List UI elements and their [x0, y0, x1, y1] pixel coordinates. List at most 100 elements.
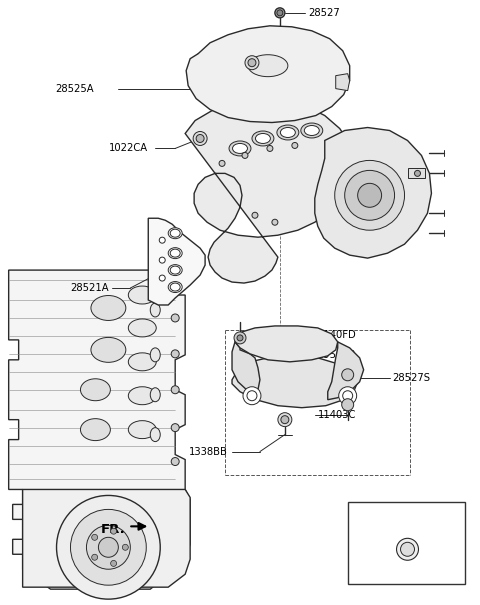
Ellipse shape	[128, 286, 156, 304]
Polygon shape	[315, 128, 432, 258]
Ellipse shape	[168, 264, 182, 276]
Circle shape	[339, 387, 357, 405]
Polygon shape	[9, 270, 190, 589]
FancyArrow shape	[128, 519, 146, 534]
Text: 28525A: 28525A	[56, 83, 94, 94]
Text: FR.: FR.	[100, 523, 125, 536]
Circle shape	[243, 387, 261, 405]
Circle shape	[345, 171, 395, 220]
Ellipse shape	[255, 134, 270, 143]
Polygon shape	[185, 100, 355, 283]
Circle shape	[110, 528, 117, 534]
Circle shape	[278, 413, 292, 427]
Circle shape	[245, 56, 259, 70]
Ellipse shape	[280, 128, 295, 137]
Circle shape	[171, 457, 179, 465]
Ellipse shape	[150, 303, 160, 317]
Ellipse shape	[170, 266, 180, 274]
Circle shape	[122, 544, 128, 551]
Ellipse shape	[91, 295, 126, 321]
Text: 28265: 28265	[318, 390, 349, 400]
Bar	[348, 502, 465, 584]
Ellipse shape	[304, 125, 319, 136]
Circle shape	[342, 399, 354, 411]
Text: 28527S: 28527S	[393, 373, 431, 383]
Ellipse shape	[150, 388, 160, 402]
Polygon shape	[328, 342, 364, 400]
Ellipse shape	[170, 229, 180, 237]
Circle shape	[57, 495, 160, 599]
Circle shape	[92, 534, 97, 540]
Ellipse shape	[248, 54, 288, 77]
Circle shape	[277, 10, 283, 16]
Circle shape	[248, 59, 256, 67]
Ellipse shape	[128, 319, 156, 337]
Ellipse shape	[81, 379, 110, 401]
Circle shape	[396, 538, 419, 560]
Circle shape	[342, 369, 354, 381]
Circle shape	[159, 257, 165, 263]
Ellipse shape	[229, 141, 251, 156]
Circle shape	[110, 560, 117, 566]
Text: 1140AA: 1140AA	[370, 505, 410, 514]
Circle shape	[272, 219, 278, 225]
Ellipse shape	[128, 387, 156, 405]
Text: 28510C: 28510C	[315, 171, 353, 180]
Bar	[408, 168, 425, 178]
Circle shape	[159, 275, 165, 281]
Circle shape	[400, 542, 415, 556]
Circle shape	[234, 332, 246, 344]
Text: 1140FD: 1140FD	[318, 330, 357, 340]
Circle shape	[71, 509, 146, 585]
Ellipse shape	[168, 247, 182, 258]
Circle shape	[171, 350, 179, 358]
Ellipse shape	[150, 348, 160, 362]
Text: 28521A: 28521A	[70, 283, 108, 293]
Ellipse shape	[128, 353, 156, 371]
Circle shape	[247, 391, 257, 401]
Ellipse shape	[91, 338, 126, 362]
Text: 28527: 28527	[308, 8, 339, 18]
Circle shape	[292, 142, 298, 148]
Circle shape	[343, 391, 353, 401]
Circle shape	[415, 171, 420, 177]
Ellipse shape	[170, 283, 180, 291]
Ellipse shape	[170, 249, 180, 257]
Ellipse shape	[232, 143, 248, 154]
Ellipse shape	[81, 419, 110, 440]
Ellipse shape	[150, 428, 160, 442]
Circle shape	[252, 212, 258, 218]
Circle shape	[219, 160, 225, 166]
Circle shape	[86, 525, 130, 569]
Circle shape	[358, 183, 382, 208]
Ellipse shape	[168, 227, 182, 239]
Polygon shape	[336, 74, 350, 91]
Ellipse shape	[168, 281, 182, 293]
Circle shape	[267, 145, 273, 151]
Circle shape	[171, 386, 179, 394]
Circle shape	[242, 152, 248, 159]
Circle shape	[159, 237, 165, 243]
Polygon shape	[148, 218, 205, 305]
Circle shape	[335, 160, 405, 231]
Text: 1022CA: 1022CA	[109, 143, 148, 154]
Text: 49548B: 49548B	[318, 350, 356, 360]
Circle shape	[275, 8, 285, 18]
Polygon shape	[235, 326, 338, 362]
Ellipse shape	[277, 125, 299, 140]
Circle shape	[193, 131, 207, 145]
Circle shape	[196, 134, 204, 142]
Circle shape	[171, 424, 179, 431]
Ellipse shape	[252, 131, 274, 146]
Polygon shape	[232, 342, 260, 394]
Circle shape	[237, 335, 243, 341]
Circle shape	[171, 314, 179, 322]
Ellipse shape	[128, 420, 156, 439]
Polygon shape	[232, 356, 358, 408]
Text: 11403C: 11403C	[318, 370, 356, 380]
Text: 1338BB: 1338BB	[189, 446, 228, 457]
Circle shape	[98, 537, 119, 557]
Ellipse shape	[301, 123, 323, 138]
Polygon shape	[186, 26, 350, 123]
Polygon shape	[23, 489, 190, 587]
